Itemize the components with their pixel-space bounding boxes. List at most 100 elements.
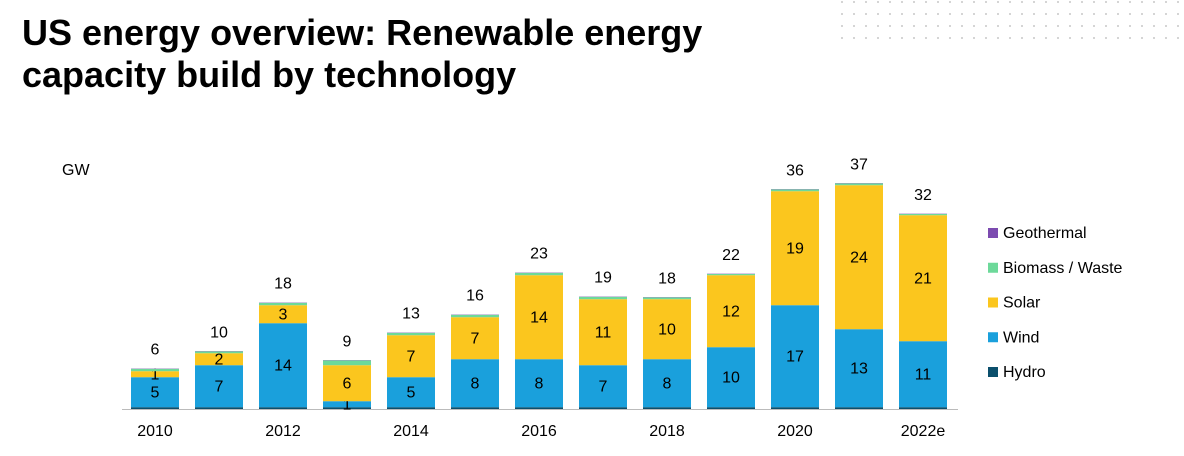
bar-segment bbox=[515, 359, 563, 408]
bar-segment bbox=[643, 299, 691, 360]
legend-label: Wind bbox=[1003, 329, 1039, 346]
data-label: 11 bbox=[595, 324, 612, 341]
data-label: 10 bbox=[658, 321, 676, 338]
bar-segment bbox=[707, 347, 755, 408]
total-label: 36 bbox=[786, 162, 804, 179]
data-label: 8 bbox=[663, 375, 672, 392]
data-label: 5 bbox=[407, 384, 416, 401]
data-label: 21 bbox=[914, 270, 932, 287]
bar-segment bbox=[643, 359, 691, 408]
bar-segment bbox=[579, 365, 627, 408]
bar-segment bbox=[899, 341, 947, 408]
bar-segment bbox=[259, 407, 307, 409]
bar-segment bbox=[899, 407, 947, 409]
x-tick-label: 2020 bbox=[777, 423, 813, 440]
total-label: 22 bbox=[722, 247, 740, 264]
bar-segment bbox=[259, 323, 307, 408]
total-label: 16 bbox=[466, 288, 484, 305]
total-label: 19 bbox=[594, 270, 612, 287]
bar-segment bbox=[451, 359, 499, 408]
bar-segment bbox=[771, 407, 819, 409]
x-tick-label: 2012 bbox=[265, 423, 301, 440]
bar-segment bbox=[387, 332, 435, 336]
legend-label: Geothermal bbox=[1003, 225, 1087, 242]
bar-segment bbox=[323, 360, 371, 366]
data-label: 8 bbox=[535, 375, 544, 392]
y-axis-label: GW bbox=[62, 162, 90, 179]
decoration bbox=[840, 0, 1184, 40]
legend-label: Biomass / Waste bbox=[1003, 260, 1123, 277]
bar-segment bbox=[899, 214, 947, 216]
data-label: 14 bbox=[274, 357, 292, 374]
data-label: 12 bbox=[722, 303, 740, 320]
bar-segment bbox=[515, 272, 563, 276]
data-label: 1 bbox=[151, 366, 160, 383]
data-label: 19 bbox=[786, 240, 804, 257]
bar-segment bbox=[451, 317, 499, 360]
x-tick-label: 2014 bbox=[393, 423, 429, 440]
bar-segment bbox=[451, 314, 499, 318]
bar-segment bbox=[643, 407, 691, 409]
bar-segment bbox=[707, 274, 755, 276]
legend-swatch bbox=[988, 262, 998, 273]
legend-swatch bbox=[988, 367, 998, 377]
bar-segment bbox=[771, 305, 819, 408]
bar-segment bbox=[707, 275, 755, 348]
bar-segment bbox=[387, 377, 435, 408]
x-tick-label: 2016 bbox=[521, 423, 557, 440]
data-label: 13 bbox=[850, 360, 868, 377]
data-label: 2 bbox=[215, 351, 224, 368]
data-label: 11 bbox=[915, 366, 932, 383]
bar-segment bbox=[131, 407, 179, 409]
total-label: 37 bbox=[850, 156, 868, 173]
bar-segment bbox=[451, 407, 499, 409]
bar-segment bbox=[771, 191, 819, 306]
legend-swatch bbox=[988, 297, 998, 308]
data-label: 17 bbox=[786, 348, 804, 365]
bar-segment bbox=[195, 351, 243, 354]
legend-label: Solar bbox=[1003, 295, 1041, 312]
data-label: 5 bbox=[151, 384, 160, 401]
data-label: 14 bbox=[530, 309, 548, 326]
data-label: 7 bbox=[215, 378, 224, 395]
bar-segment bbox=[579, 299, 627, 366]
bar-segment bbox=[323, 365, 371, 402]
bar-segment bbox=[259, 302, 307, 306]
data-label: 8 bbox=[471, 375, 480, 392]
x-tick-label: 2010 bbox=[137, 423, 173, 440]
bar-segment bbox=[195, 407, 243, 409]
bar-segment bbox=[771, 189, 819, 192]
total-label: 10 bbox=[210, 324, 228, 341]
bar-segment bbox=[579, 296, 627, 300]
bar-segment bbox=[195, 365, 243, 408]
total-label: 9 bbox=[343, 333, 352, 350]
data-label: 1 bbox=[343, 396, 352, 413]
bar-segment bbox=[835, 183, 883, 186]
legend-swatch bbox=[988, 228, 998, 238]
x-tick-label: 2022e bbox=[901, 423, 946, 440]
data-label: 3 bbox=[279, 306, 288, 323]
bar-segment bbox=[707, 407, 755, 409]
data-label: 10 bbox=[722, 369, 740, 386]
bar-segment bbox=[579, 407, 627, 409]
bar-segment bbox=[643, 297, 691, 300]
total-label: 32 bbox=[914, 187, 932, 204]
bar-segment bbox=[323, 407, 371, 409]
bar-segment bbox=[387, 407, 435, 409]
bar-segment bbox=[259, 305, 307, 324]
bar-segment bbox=[323, 401, 371, 408]
data-label: 7 bbox=[599, 378, 608, 395]
bar-segment bbox=[195, 353, 243, 366]
bar-segment bbox=[515, 275, 563, 360]
chart-title: US energy overview: Renewable energy cap… bbox=[22, 12, 703, 95]
bar-segment bbox=[515, 407, 563, 409]
total-label: 23 bbox=[530, 246, 548, 263]
legend-label: Hydro bbox=[1003, 364, 1046, 381]
total-label: 18 bbox=[658, 270, 676, 287]
legend-swatch bbox=[988, 332, 998, 343]
bar-segment bbox=[835, 407, 883, 409]
total-label: 18 bbox=[274, 276, 292, 293]
data-label: 7 bbox=[407, 348, 416, 365]
